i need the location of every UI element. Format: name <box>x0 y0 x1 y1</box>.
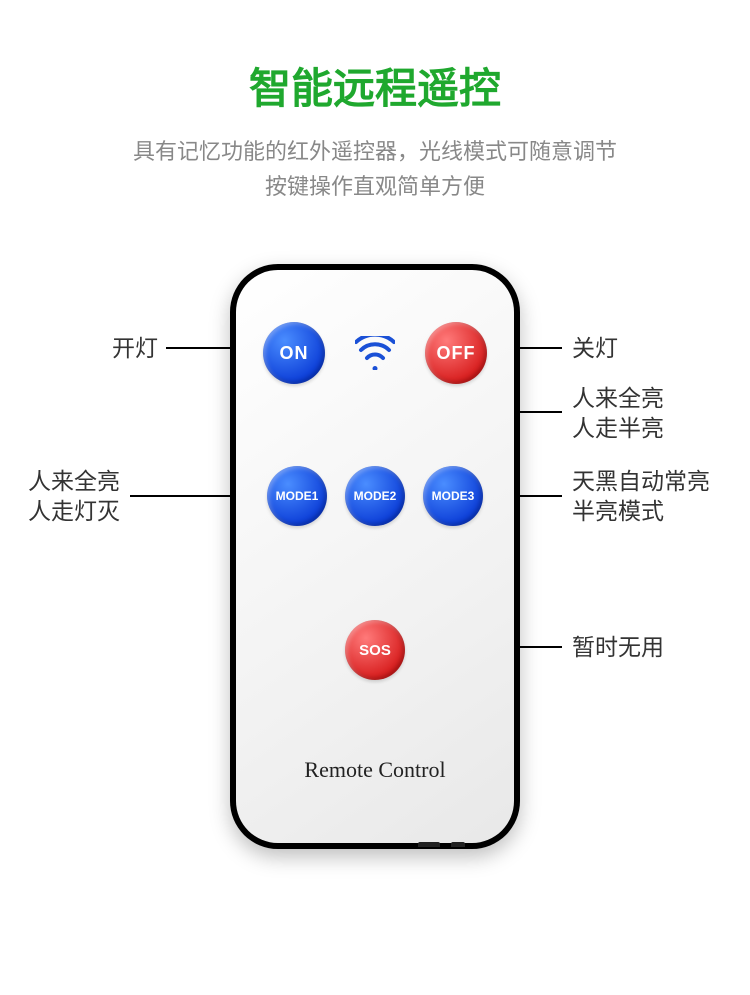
on-button[interactable]: ON <box>263 322 325 384</box>
diagram-container: 开灯 人来全亮 人走灯灭 关灯 人来全亮 人走半亮 天黑自动常亮 半亮模式 暂时… <box>0 244 750 944</box>
sos-button[interactable]: SOS <box>345 620 405 680</box>
callout-mode3-line1: 天黑自动常亮 <box>572 467 710 497</box>
callout-mode2-line2: 人走半亮 <box>572 414 664 444</box>
remote-row-1: ON OFF <box>236 322 514 384</box>
subtitle-line2: 按键操作直观简单方便 <box>0 169 750 204</box>
callout-mode2: 人来全亮 人走半亮 <box>572 384 664 444</box>
remote-port-2 <box>451 842 465 847</box>
remote-row-3: SOS <box>236 620 514 680</box>
off-button[interactable]: OFF <box>425 322 487 384</box>
mode3-button[interactable]: MODE3 <box>423 466 483 526</box>
remote-row-2: MODE1 MODE2 MODE3 <box>236 466 514 526</box>
callout-mode1: 人来全亮 人走灯灭 <box>28 467 120 527</box>
mode2-button[interactable]: MODE2 <box>345 466 405 526</box>
callout-mode1-line2: 人走灯灭 <box>28 497 120 527</box>
callout-on: 开灯 <box>112 334 158 364</box>
subtitle-line1: 具有记忆功能的红外遥控器，光线模式可随意调节 <box>0 134 750 169</box>
callout-sos: 暂时无用 <box>572 633 664 663</box>
callout-off: 关灯 <box>572 334 618 364</box>
page-title: 智能远程遥控 <box>0 0 750 116</box>
mode1-button[interactable]: MODE1 <box>267 466 327 526</box>
remote-face: ON OFF MODE1 MODE2 MODE3 SOS <box>236 270 514 843</box>
remote-body: ON OFF MODE1 MODE2 MODE3 SOS <box>230 264 520 849</box>
callout-mode1-line1: 人来全亮 <box>28 467 120 497</box>
callout-mode2-line1: 人来全亮 <box>572 384 664 414</box>
remote-port <box>418 842 440 847</box>
callout-mode3-line2: 半亮模式 <box>572 497 710 527</box>
callout-mode3: 天黑自动常亮 半亮模式 <box>572 467 710 527</box>
wifi-icon <box>353 336 397 370</box>
subtitle: 具有记忆功能的红外遥控器，光线模式可随意调节 按键操作直观简单方便 <box>0 134 750 204</box>
remote-label: Remote Control <box>236 757 514 783</box>
